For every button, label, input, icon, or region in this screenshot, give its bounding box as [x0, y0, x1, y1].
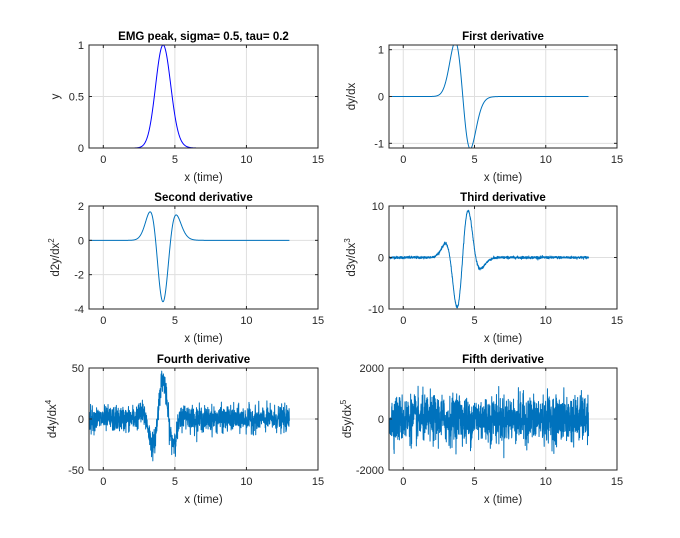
y-tick-label: -1: [374, 138, 384, 150]
x-tick-label: 10: [540, 315, 552, 327]
y-axis-label: d4y/dx4: [44, 399, 59, 438]
series-line-d5y-dx5: [388, 385, 589, 459]
y-tick-label: -2000: [356, 465, 384, 477]
x-tick-label: 10: [240, 154, 252, 166]
chart-title: First derivative: [462, 31, 544, 43]
x-tick-label: 15: [611, 476, 623, 488]
x-axis-label: x (time): [484, 172, 523, 184]
y-tick-label: -2: [74, 270, 84, 282]
y-tick-label: 1: [378, 45, 384, 57]
x-tick-label: 5: [471, 476, 477, 488]
x-tick-label: 15: [312, 315, 324, 327]
x-axis-label: x (time): [484, 494, 523, 506]
y-tick-label: 2000: [360, 363, 384, 375]
x-tick-label: 15: [312, 476, 324, 488]
chart-title: Second derivative: [154, 192, 252, 204]
y-tick-label: -4: [74, 304, 84, 316]
x-tick-label: 15: [611, 315, 623, 327]
tick-marks: 0 5 10 15 -4 -2 0 2: [74, 201, 324, 327]
y-axis-label-base: y: [50, 93, 62, 99]
x-tick-label: 15: [611, 154, 623, 166]
x-axis-label: x (time): [184, 494, 223, 506]
tick-marks: 0 5 10 15 -10 0 10: [368, 201, 623, 327]
x-tick-label: 10: [240, 315, 252, 327]
y-axis-label: y: [50, 93, 62, 99]
y-axis-label-exponent: 3: [343, 238, 352, 243]
x-tick-label: 5: [471, 315, 477, 327]
x-axis-label: x (time): [184, 333, 223, 345]
x-tick-label: 5: [172, 315, 178, 327]
y-axis-label: d5y/dx5: [339, 399, 354, 438]
tick-marks: 0 5 10 15 -50 0 50: [68, 363, 324, 488]
y-tick-label: 0.5: [69, 92, 84, 104]
y-axis-label-base: d2y/dx: [50, 243, 62, 277]
data-series: [388, 209, 589, 309]
x-tick-label: 0: [400, 315, 406, 327]
axes-box: [88, 205, 319, 310]
y-axis-label: d3y/dx3: [343, 238, 358, 277]
x-tick-label: 10: [540, 154, 552, 166]
y-axis-label-exponent: 5: [339, 399, 348, 404]
y-axis-label: d2y/dx2: [47, 238, 62, 277]
y-tick-label: 0: [378, 414, 384, 426]
y-tick-label: 0: [78, 235, 84, 247]
y-axis-label-base: d5y/dx: [342, 404, 354, 438]
panel-emg-peak: 0 5 10 15 0 0.5 1 EMG peak, sigma= 0.5, tau= 0…: [50, 31, 324, 184]
y-tick-label: 0: [78, 414, 84, 426]
series-line-d3y-dx3: [388, 209, 589, 309]
y-tick-label: 10: [372, 201, 384, 213]
x-tick-label: 0: [100, 154, 106, 166]
data-series: [88, 370, 290, 462]
series-line-dy-dx: [388, 44, 589, 149]
chart-title: Fifth derivative: [462, 354, 544, 366]
x-tick-label: 5: [172, 476, 178, 488]
y-axis-label-base: d3y/dx: [346, 243, 358, 277]
y-tick-label: 0: [378, 253, 384, 265]
tick-marks: 0 5 10 15 0 0.5 1: [69, 40, 324, 166]
y-axis-label-exponent: 2: [47, 238, 56, 243]
panel-second-derivative: 0 5 10 15-4-202 Second derivative x (time) …: [47, 192, 324, 345]
chart-title: Third derivative: [460, 192, 546, 204]
x-tick-label: 5: [471, 154, 477, 166]
data-series: [388, 385, 589, 459]
x-tick-label: 0: [100, 315, 106, 327]
y-tick-label: 50: [72, 363, 84, 375]
grid-lines: [89, 205, 319, 310]
x-tick-label: 10: [240, 476, 252, 488]
x-tick-label: 15: [312, 154, 324, 166]
y-tick-label: 1: [78, 40, 84, 52]
panel-fifth-derivative: 0 5 10 15 -2000 0 2000 Fifth derivative x (tim…: [339, 354, 623, 506]
panel-first-derivative: 0 5 10 15 -1 0 1 First derivative x (time) dy/…: [346, 31, 623, 184]
x-tick-label: 0: [100, 476, 106, 488]
y-axis-label-exponent: 4: [44, 399, 53, 404]
y-axis-label-base: d4y/dx: [47, 404, 59, 438]
data-series: [88, 211, 290, 303]
y-tick-label: -50: [68, 465, 84, 477]
y-axis-label-base: dy/dx: [346, 83, 358, 111]
series-line-d2y-dx2: [88, 211, 290, 303]
chart-title: EMG peak, sigma= 0.5, tau= 0.2: [118, 31, 289, 43]
x-tick-label: 5: [172, 154, 178, 166]
grid-lines: [89, 44, 319, 149]
chart-title: Fourth derivative: [157, 354, 250, 366]
x-axis-label: x (time): [484, 333, 523, 345]
y-tick-label: 2: [78, 201, 84, 213]
series-line-d4y-dx4: [88, 370, 290, 462]
panel-third-derivative: 0 5 10 15 -10 0 10 Third derivative x (time) d…: [343, 192, 623, 345]
y-tick-label: -10: [368, 304, 384, 316]
y-tick-label: 0: [378, 92, 384, 104]
x-axis-label: x (time): [184, 172, 223, 184]
tick-marks: 0 5 10 15 -2000 0 2000: [356, 363, 623, 488]
x-tick-label: 0: [400, 476, 406, 488]
y-tick-label: 0: [78, 143, 84, 155]
x-tick-label: 0: [400, 154, 406, 166]
data-series: [388, 44, 589, 149]
tick-marks: 0 5 10 15 -1 0 1: [374, 45, 623, 166]
y-axis-label: dy/dx: [346, 83, 358, 111]
x-tick-label: 10: [540, 476, 552, 488]
